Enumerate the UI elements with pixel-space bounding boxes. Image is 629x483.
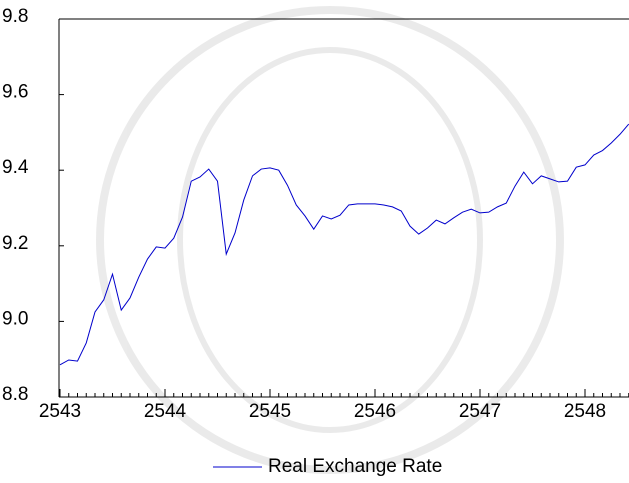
x-tick-label: 2543 [39,401,81,422]
y-tick-label: 9.4 [2,157,29,178]
x-tick-label: 2545 [249,401,291,422]
x-tick-label: 2544 [144,401,187,422]
y-tick-label: 9.2 [2,233,28,254]
watermark [96,6,564,474]
legend-label: Real Exchange Rate [268,456,442,477]
x-tick-label: 2548 [564,401,606,422]
y-tick-label: 9.6 [2,82,28,103]
x-tick-label: 2546 [354,401,396,422]
y-tick-label: 8.8 [2,384,28,405]
y-tick-label: 9.0 [2,308,28,329]
series-line [59,123,629,366]
x-tick-label: 2547 [459,401,501,422]
y-tick-label: 9.8 [2,6,28,27]
